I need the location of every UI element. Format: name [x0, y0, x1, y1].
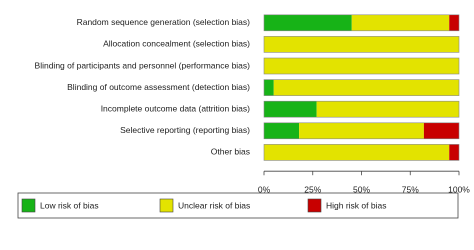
y-tick-label: Allocation concealment (selection bias)	[103, 39, 250, 49]
y-tick-label: Random sequence generation (selection bi…	[77, 17, 251, 27]
y-tick-label: Incomplete outcome data (attrition bias)	[101, 103, 250, 113]
bar-frame	[263, 57, 460, 75]
legend-label: Unclear risk of bias	[178, 200, 250, 210]
legend-swatch	[307, 198, 322, 213]
bar-segment	[449, 144, 459, 161]
bar-segment	[264, 58, 459, 74]
bar-segment	[264, 101, 317, 118]
legend-box	[17, 192, 459, 219]
bar-frame	[263, 36, 460, 53]
bar-frame	[263, 122, 460, 140]
legend-swatch	[21, 198, 36, 213]
y-tick-label: Other bias	[211, 147, 250, 157]
bar-segment	[264, 122, 300, 139]
bar-segment	[264, 144, 450, 161]
bar-segment	[316, 101, 459, 118]
bar-frame	[263, 14, 460, 32]
bar-frame	[263, 100, 460, 118]
x-tick-label: 100%	[448, 184, 470, 194]
legend-label: High risk of bias	[326, 200, 386, 210]
x-tick-label: 0%	[258, 184, 271, 194]
legend-swatch	[159, 198, 174, 213]
bar-segment	[449, 14, 459, 31]
bar-segment	[264, 14, 352, 31]
bar-segment	[423, 122, 459, 139]
y-tick-label: Blinding of participants and personnel (…	[35, 60, 251, 70]
bar-frame	[263, 144, 460, 161]
bar-segment	[264, 79, 274, 96]
x-tick-label: 50%	[353, 184, 370, 194]
x-tick-label: 25%	[304, 184, 321, 194]
legend-label: Low risk of bias	[40, 200, 99, 210]
bar-frame	[263, 79, 460, 96]
bar-segment	[351, 14, 450, 31]
bar-segment	[299, 122, 424, 139]
bar-segment	[264, 36, 459, 53]
y-tick-label: Selective reporting (reporting bias)	[120, 125, 250, 135]
y-tick-label: Blinding of outcome assessment (detectio…	[67, 82, 250, 92]
bar-segment	[273, 79, 459, 96]
x-tick-label: 75%	[402, 184, 419, 194]
